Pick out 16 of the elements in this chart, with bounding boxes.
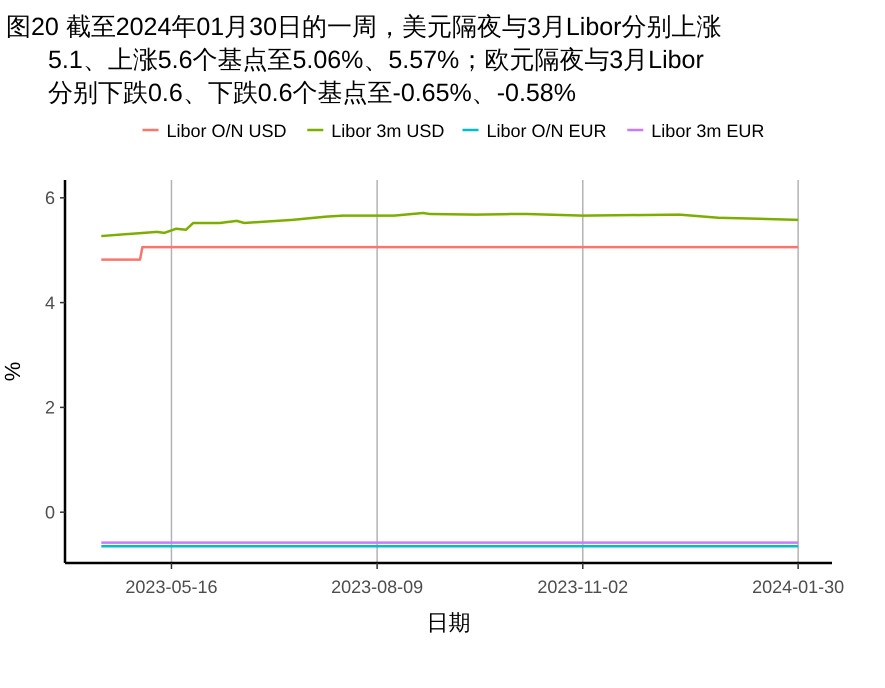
x-tick-label: 2023-08-09 xyxy=(331,577,424,597)
legend-label: Libor 3m EUR xyxy=(651,121,764,141)
legend-label: Libor 3m USD xyxy=(331,121,444,141)
y-tick-label: 4 xyxy=(44,292,55,313)
line-series xyxy=(100,212,800,238)
y-tick-label: 2 xyxy=(44,398,55,418)
legend-label: Libor O/N USD xyxy=(166,121,287,141)
y-tick-label: 0 xyxy=(44,502,55,522)
x-axis-title: 日期 xyxy=(426,610,470,635)
x-tick-label: 2023-11-02 xyxy=(537,577,628,597)
chart-title: 图20 截至2024年01月30日的一周，美元隔夜与3月Libor分别上涨 5.1、上涨5.6个基点至5.06%、5.57%；欧元隔夜与3月Libor 分别下跌0.6、下跌0.6个基点至-0.65%、-0.58% xyxy=(6,13,722,107)
y-axis-title: % xyxy=(0,362,25,382)
x-tick-label: 2023-05-16 xyxy=(125,577,218,597)
legend-label: Libor O/N EUR xyxy=(486,121,607,141)
x-tick-label: 2024-01-30 xyxy=(752,577,844,597)
y-tick-label: 6 xyxy=(44,188,55,208)
